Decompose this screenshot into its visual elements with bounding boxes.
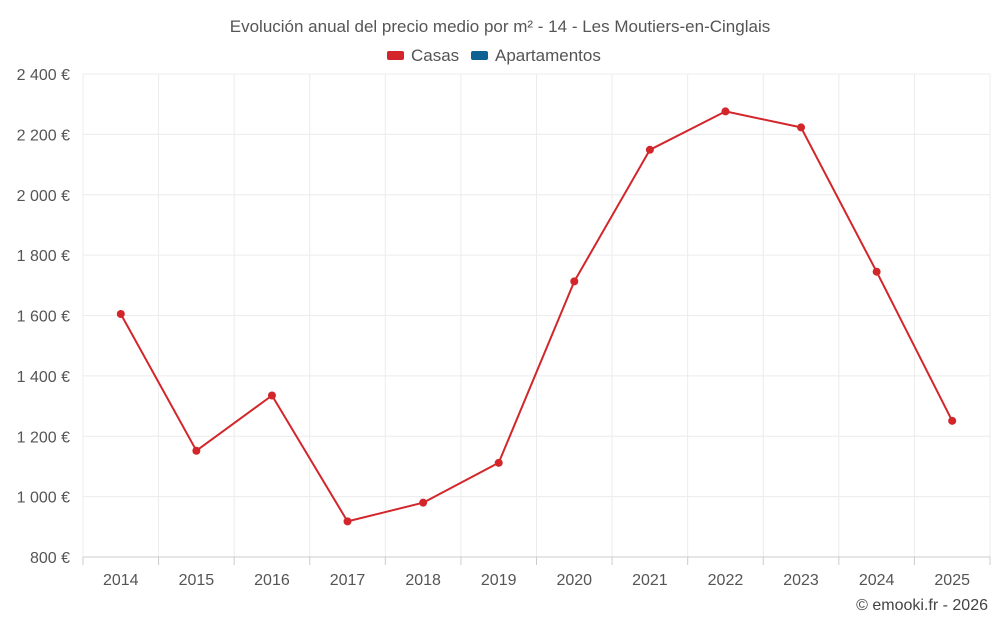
data-point-casas-2015[interactable] xyxy=(192,446,201,455)
x-tick-label: 2023 xyxy=(783,572,819,589)
series-line-casas xyxy=(119,110,954,523)
x-tick-label: 2019 xyxy=(481,572,517,589)
data-point-casas-2024[interactable] xyxy=(872,267,881,276)
legend-swatch-apartamentos xyxy=(471,51,488,60)
data-point-casas-2016[interactable] xyxy=(267,391,276,400)
legend-item-apartamentos[interactable]: Apartamentos xyxy=(471,46,601,65)
data-point-casas-2023[interactable] xyxy=(797,123,806,132)
data-point-casas-2025[interactable] xyxy=(948,416,957,425)
data-point-casas-2014[interactable] xyxy=(116,309,125,318)
y-tick-label: 1 600 € xyxy=(17,309,70,326)
legend-swatch-casas xyxy=(387,51,404,60)
x-tick-label: 2018 xyxy=(405,572,441,589)
data-point-casas-2018[interactable] xyxy=(419,498,428,507)
x-tick-label: 2017 xyxy=(330,572,366,589)
x-tick-label: 2021 xyxy=(632,572,668,589)
y-tick-label: 1 000 € xyxy=(17,490,70,507)
data-point-casas-2019[interactable] xyxy=(494,458,503,467)
legend: Casas Apartamentos xyxy=(387,46,601,65)
y-tick-label: 2 400 € xyxy=(17,67,70,84)
y-tick-label: 1 400 € xyxy=(17,369,70,386)
x-tick-label: 2014 xyxy=(103,572,139,589)
chart-title: Evolución anual del precio medio por m² … xyxy=(230,17,770,36)
series-casas xyxy=(116,107,957,526)
x-tick-label: 2020 xyxy=(556,572,592,589)
x-tick-label: 2025 xyxy=(934,572,970,589)
data-point-casas-2017[interactable] xyxy=(343,517,352,526)
y-tick-label: 1 800 € xyxy=(17,248,70,265)
legend-item-casas[interactable]: Casas xyxy=(387,46,459,65)
x-tick-label: 2015 xyxy=(179,572,215,589)
x-tick-label: 2024 xyxy=(859,572,895,589)
axes: 800 € 1 000 € 1 200 € 1 400 € 1 600 € 1 800 €… xyxy=(17,67,991,589)
y-tick-label: 2 000 € xyxy=(17,188,70,205)
legend-label-casas: Casas xyxy=(411,46,459,65)
y-tick-label: 800 € xyxy=(30,550,70,567)
y-tick-label: 2 200 € xyxy=(17,127,70,144)
data-point-casas-2021[interactable] xyxy=(645,145,654,154)
y-tick-label: 1 200 € xyxy=(17,429,70,446)
x-tick-label: 2022 xyxy=(708,572,744,589)
grid xyxy=(82,73,991,557)
legend-label-apartamentos: Apartamentos xyxy=(495,46,601,65)
x-tick-label: 2016 xyxy=(254,572,290,589)
credit-text: © emooki.fr - 2026 xyxy=(856,597,988,614)
data-point-casas-2022[interactable] xyxy=(721,107,730,116)
data-point-casas-2020[interactable] xyxy=(570,277,579,286)
